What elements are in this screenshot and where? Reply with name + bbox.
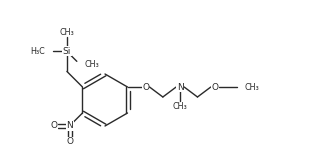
Text: H₃C: H₃C	[30, 47, 45, 56]
Text: O: O	[66, 137, 73, 146]
Text: O: O	[142, 83, 149, 92]
Text: CH₃: CH₃	[245, 83, 260, 92]
Text: N: N	[177, 83, 183, 92]
Text: O: O	[50, 121, 57, 130]
Text: Si: Si	[63, 47, 71, 56]
Text: N: N	[66, 121, 73, 130]
Text: CH₃: CH₃	[85, 60, 100, 69]
Text: O: O	[211, 83, 218, 92]
Text: CH₃: CH₃	[173, 101, 188, 111]
Text: CH₃: CH₃	[60, 28, 74, 37]
